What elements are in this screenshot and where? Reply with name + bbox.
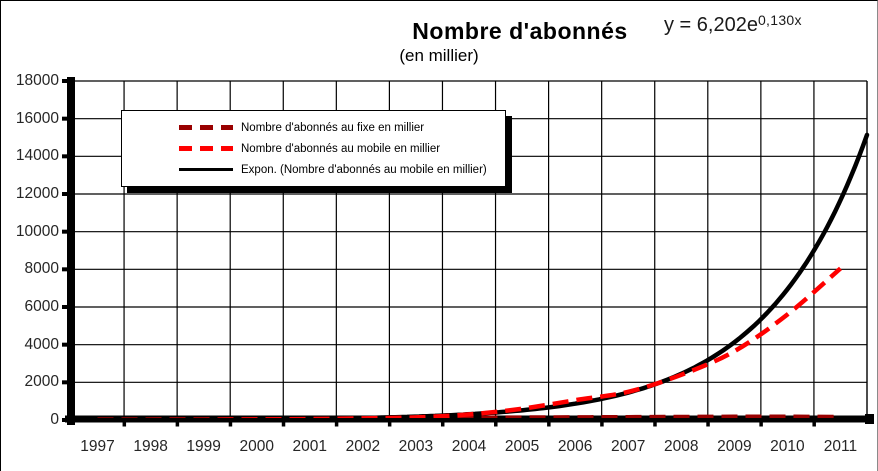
legend-item-expon: Expon. (Nombre d'abonnés au mobile en mi… bbox=[122, 164, 505, 176]
x-tick-mark bbox=[706, 422, 710, 427]
x-tick-label: 1997 bbox=[80, 438, 115, 455]
series-fixe-line bbox=[97, 414, 841, 418]
y-tick-label: 2000 bbox=[24, 373, 59, 391]
y-tick-label: 4000 bbox=[24, 335, 59, 353]
x-tick-label: 1999 bbox=[186, 438, 221, 455]
x-tick-mark bbox=[547, 422, 551, 427]
y-tick-label: 12000 bbox=[15, 185, 59, 202]
x-tick-label: 2003 bbox=[398, 438, 434, 455]
x-tick-mark bbox=[175, 422, 180, 427]
x-tick-label: 2008 bbox=[664, 438, 699, 455]
x-tick-mark bbox=[440, 422, 445, 427]
y-tick-label: 8000 bbox=[24, 260, 59, 278]
x-tick-mark bbox=[387, 422, 392, 427]
y-tick-label: 16000 bbox=[15, 109, 59, 127]
x-tick-mark bbox=[334, 422, 339, 427]
y-tick-label: 18000 bbox=[15, 72, 59, 89]
x-tick-label: 2000 bbox=[239, 438, 274, 455]
legend-item-fixe: Nombre d'abonnés au fixe en millier bbox=[122, 122, 505, 134]
legend-label: Nombre d'abonnés au fixe en millier bbox=[241, 121, 425, 134]
x-tick-mark bbox=[653, 422, 657, 427]
x-tick-mark bbox=[600, 422, 604, 427]
y-tick-mark bbox=[62, 229, 68, 234]
x-tick-label: 2002 bbox=[345, 438, 381, 455]
x-axis-line bbox=[65, 415, 869, 423]
fixe-line-sample-icon bbox=[179, 125, 233, 130]
chart-subtitle: (en millier) bbox=[399, 46, 479, 65]
x-tick-label: 2010 bbox=[770, 438, 805, 455]
x-tick-mark bbox=[122, 422, 127, 427]
x-tick-label: 1998 bbox=[133, 438, 168, 455]
y-tick-mark bbox=[62, 116, 68, 121]
y-tick-mark bbox=[62, 192, 68, 196]
x-tick-label: 2007 bbox=[610, 438, 646, 455]
trendline-equation: y = 6,202e0,130x bbox=[664, 12, 802, 37]
x-tick-label: 2009 bbox=[717, 438, 752, 455]
y-axis-line bbox=[67, 77, 75, 425]
y-tick-mark bbox=[62, 305, 68, 309]
x-tick-mark bbox=[281, 422, 286, 427]
y-tick-label: 6000 bbox=[24, 298, 59, 315]
equation-base: y = 6,202e bbox=[664, 14, 758, 36]
x-tick-label: 2006 bbox=[557, 438, 593, 455]
y-tick-mark bbox=[62, 342, 68, 347]
y-tick-label: 14000 bbox=[15, 147, 59, 165]
x-tick-mark bbox=[812, 422, 816, 427]
y-tick-mark bbox=[62, 267, 68, 272]
x-tick-mark bbox=[228, 422, 233, 427]
legend-label: Nombre d'abonnés au mobile en millier bbox=[241, 142, 441, 155]
y-tick-mark bbox=[62, 418, 68, 422]
y-tick-mark bbox=[62, 79, 68, 83]
x-axis-end-cap bbox=[865, 414, 874, 424]
x-tick-label: 2011 bbox=[823, 438, 858, 455]
x-tick-label: 2005 bbox=[504, 438, 540, 455]
legend-label: Expon. (Nombre d'abonnés au mobile en mi… bbox=[241, 163, 487, 176]
y-tick-mark bbox=[62, 380, 68, 385]
y-tick-mark bbox=[62, 154, 68, 159]
legend: Nombre d'abonnés au fixe en millier Nomb… bbox=[121, 110, 506, 187]
equation-exponent: 0,130x bbox=[757, 12, 802, 28]
y-tick-label: 10000 bbox=[15, 222, 59, 240]
x-tick-label: 2001 bbox=[292, 438, 328, 455]
series-mobile-line bbox=[97, 266, 842, 418]
mobile-line-sample-icon bbox=[179, 146, 233, 151]
chart-title: Nombre d'abonnés bbox=[412, 18, 628, 44]
expon-line-sample-icon bbox=[179, 168, 233, 171]
x-tick-label: 2004 bbox=[451, 438, 487, 455]
x-tick-mark bbox=[494, 422, 498, 427]
y-tick-label: 0 bbox=[50, 411, 59, 428]
legend-item-mobile: Nombre d'abonnés au mobile en millier bbox=[122, 143, 505, 155]
x-tick-mark bbox=[759, 422, 763, 427]
